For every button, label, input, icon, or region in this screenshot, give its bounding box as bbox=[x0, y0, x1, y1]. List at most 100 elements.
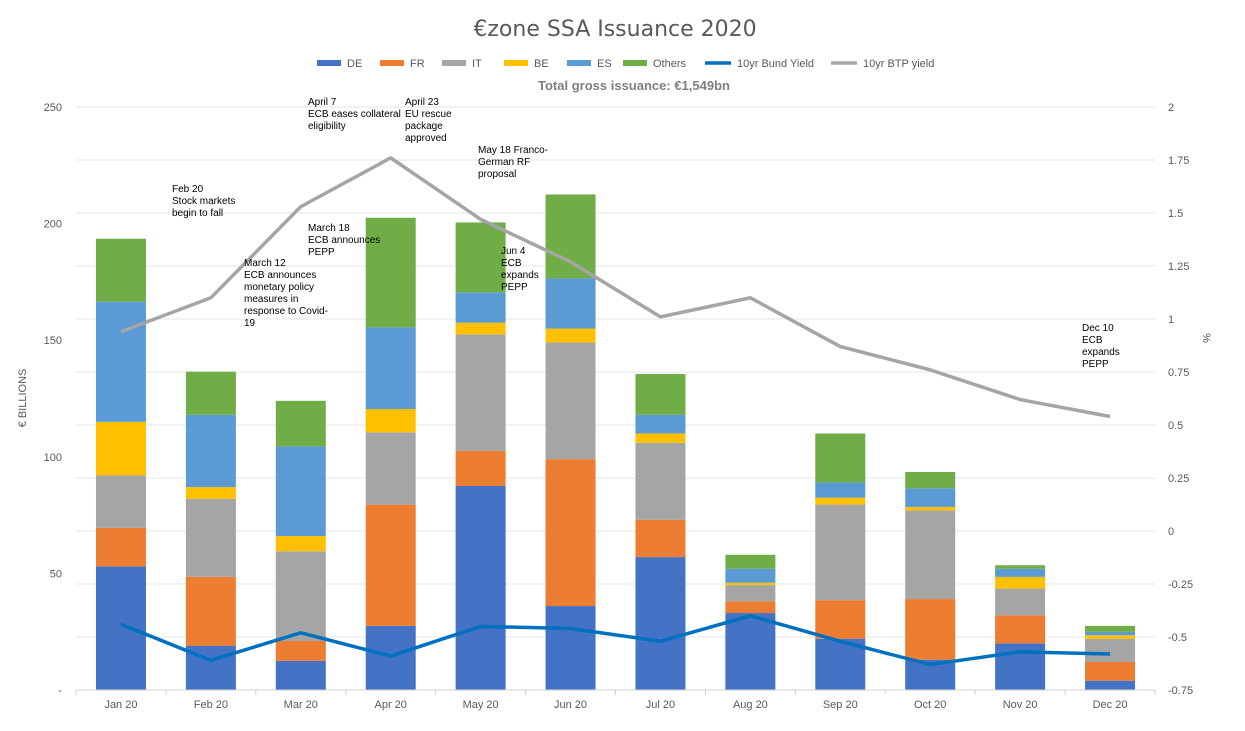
bar-segment-it bbox=[725, 585, 776, 602]
annotation-line: March 12 bbox=[244, 258, 286, 269]
y2-tick-label: 0.5 bbox=[1168, 420, 1183, 432]
bar-segment-it bbox=[545, 342, 596, 460]
bar-segment-fr bbox=[725, 601, 776, 614]
line-10yr-btp-yield bbox=[120, 156, 1111, 419]
x-tick-label: Dec 20 bbox=[1093, 699, 1128, 711]
annotation-line: expands bbox=[501, 270, 539, 281]
gridlines bbox=[76, 106, 1155, 691]
y2-tick-label: -0.75 bbox=[1168, 685, 1193, 697]
y2-tick-label: 1 bbox=[1168, 314, 1174, 326]
annotation-line: PEPP bbox=[308, 247, 335, 258]
x-tick-label: Jun 20 bbox=[554, 699, 587, 711]
y2-axis-title: % bbox=[1200, 333, 1212, 343]
bar-segment-others bbox=[365, 217, 416, 328]
annotation-line: response to Covid- bbox=[244, 306, 328, 317]
bar-segment-it bbox=[95, 475, 146, 528]
y2-tick-label: -0.25 bbox=[1168, 579, 1193, 591]
bar-segment-fr bbox=[185, 576, 236, 646]
x-tick-label: Mar 20 bbox=[284, 699, 318, 711]
x-tick-label: May 20 bbox=[463, 699, 499, 711]
annotation-line: PEPP bbox=[501, 282, 528, 293]
y-tick-label: 200 bbox=[44, 219, 62, 231]
chart-title: €zone SSA Issuance 2020 bbox=[473, 17, 756, 42]
bar-segment-es bbox=[635, 414, 686, 434]
y-tick-label: - bbox=[58, 685, 62, 697]
y-tick-label: 100 bbox=[44, 452, 62, 464]
bar-segment-fr bbox=[365, 504, 416, 626]
bar-segment-es bbox=[455, 292, 506, 323]
bar-segment-it bbox=[905, 510, 956, 600]
line-10yr-bund-yield bbox=[120, 614, 1111, 667]
annotation-line: ECB eases collateral bbox=[308, 109, 401, 120]
bar-segment-be bbox=[185, 487, 236, 499]
bar-segment-es bbox=[545, 278, 596, 329]
annotation-line: May 18 Franco- bbox=[478, 145, 548, 156]
annotation-line: March 18 bbox=[308, 223, 350, 234]
legend-swatch bbox=[442, 60, 466, 66]
legend-entry: 10yr BTP yield bbox=[863, 58, 934, 70]
y-axis-left: - 50 100 150 200 250 bbox=[44, 102, 63, 697]
bar-segment-be bbox=[275, 536, 326, 552]
legend-entry: IT bbox=[472, 58, 482, 70]
annotation: April 7 ECB eases collateral eligibility bbox=[308, 97, 401, 132]
legend-entry: BE bbox=[534, 58, 549, 70]
bar-segment-it bbox=[455, 334, 506, 451]
legend-entry: ES bbox=[597, 58, 612, 70]
y-tick-label: 250 bbox=[44, 102, 62, 114]
bar-segment-it bbox=[185, 498, 236, 577]
bar-segment-be bbox=[1085, 635, 1136, 639]
x-tick-label: Apr 20 bbox=[374, 699, 406, 711]
bar-segment-de bbox=[725, 613, 776, 690]
bar-segment-others bbox=[275, 400, 326, 447]
bar-segment-fr bbox=[1085, 662, 1136, 681]
bar-segment-be bbox=[815, 497, 866, 505]
bar-segment-be bbox=[545, 328, 596, 343]
annotation: Jun 4 ECB expands PEPP bbox=[501, 246, 539, 293]
bar-segment-others bbox=[635, 374, 686, 415]
annotation-line: Dec 10 bbox=[1082, 323, 1114, 334]
x-axis: Jan 20 Feb 20 Mar 20 Apr 20 May 20 Jun 20 Jul … bbox=[75, 689, 1156, 711]
x-tick-label: Jul 20 bbox=[646, 699, 675, 711]
y2-tick-label: 1.75 bbox=[1168, 155, 1189, 167]
annotation-line: PEPP bbox=[1082, 359, 1109, 370]
bar-segment-de bbox=[1085, 680, 1136, 690]
y2-tick-label: 1.25 bbox=[1168, 261, 1189, 273]
bar-segment-others bbox=[1085, 625, 1136, 632]
bar-segment-de bbox=[95, 566, 146, 690]
bar-segment-es bbox=[1085, 631, 1136, 636]
annotation: Feb 20 Stock markets begin to fall bbox=[172, 184, 235, 219]
bar-segment-others bbox=[95, 238, 146, 302]
legend-swatch bbox=[380, 60, 404, 66]
bar-segment-it bbox=[815, 504, 866, 601]
y-axis-right: -0.75 -0.5 -0.25 0 0.25 0.5 0.75 1 1.25 1.5 1.75 2 bbox=[1168, 102, 1193, 697]
y2-tick-label: 0 bbox=[1168, 526, 1174, 538]
annotation-line: EU rescue bbox=[405, 109, 452, 120]
x-tick-label: Nov 20 bbox=[1003, 699, 1038, 711]
annotation-line: expands bbox=[1082, 347, 1120, 358]
bar-segment-fr bbox=[815, 600, 866, 639]
y2-tick-label: -0.5 bbox=[1168, 632, 1187, 644]
x-tick-label: Sep 20 bbox=[823, 699, 858, 711]
legend-entry: Others bbox=[653, 58, 687, 70]
legend-entry: 10yr Bund Yield bbox=[737, 58, 814, 70]
chart-subtitle: Total gross issuance: €1,549bn bbox=[538, 78, 730, 93]
bar-segment-fr bbox=[545, 459, 596, 607]
annotation-line: ECB announces bbox=[244, 270, 316, 281]
annotation-line: proposal bbox=[478, 169, 516, 180]
bar-segment-be bbox=[995, 576, 1046, 589]
bar-segment-es bbox=[275, 446, 326, 537]
bar-segment-de bbox=[455, 485, 506, 690]
bar-segment-others bbox=[185, 371, 236, 415]
y2-tick-label: 0.75 bbox=[1168, 367, 1189, 379]
annotation-line: begin to fall bbox=[172, 208, 223, 219]
bar-segment-fr bbox=[275, 641, 326, 661]
bar-segment-es bbox=[365, 327, 416, 409]
bar-segment-be bbox=[725, 582, 776, 586]
y-tick-label: 150 bbox=[44, 335, 62, 347]
y-axis-title: € BILLIONS bbox=[17, 369, 29, 428]
annotation: Dec 10 ECB expands PEPP bbox=[1082, 323, 1120, 370]
annotation-line: ECB announces bbox=[308, 235, 380, 246]
bar-segment-es bbox=[995, 568, 1046, 577]
bar-segment-fr bbox=[905, 599, 956, 660]
annotation-line: April 23 bbox=[405, 97, 439, 108]
